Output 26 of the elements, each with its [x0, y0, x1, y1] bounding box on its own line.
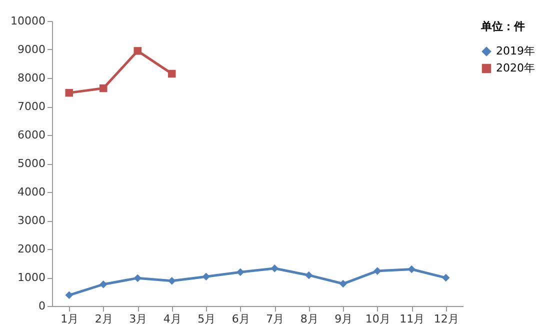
y-tick-label: 4000 — [18, 186, 46, 198]
y-tick-label: 6000 — [18, 128, 46, 142]
x-tick-label: 7月 — [266, 312, 284, 326]
x-tick-label: 5月 — [198, 312, 216, 326]
x-tick-label: 10月 — [365, 312, 390, 326]
legend-title: 单位：件 — [480, 20, 525, 33]
x-tick-label: 4月 — [163, 312, 182, 326]
x-tick-label: 9月 — [334, 312, 353, 326]
legend-label: 2019年 — [496, 44, 535, 58]
y-tick-label: 7000 — [18, 100, 46, 113]
x-tick-label: 11月 — [400, 312, 425, 326]
y-tick-label: 10000 — [10, 14, 46, 28]
x-tick-label: 6月 — [232, 312, 250, 326]
y-tick-label: 1000 — [18, 271, 46, 284]
x-tick-label: 3月 — [129, 312, 148, 326]
x-tick-label: 1月 — [60, 312, 79, 326]
y-tick-label: 5000 — [18, 157, 46, 170]
y-tick-label: 3000 — [18, 214, 46, 227]
y-tick-label: 0 — [38, 300, 46, 312]
legend-label: 2020年 — [496, 62, 535, 74]
x-tick-label: 8月 — [300, 312, 318, 326]
y-tick-label: 9000 — [18, 43, 46, 56]
y-tick-label: 8000 — [18, 72, 46, 84]
y-tick-label: 2000 — [18, 242, 46, 256]
x-tick-label: 12月 — [434, 312, 459, 326]
x-tick-label: 2月 — [94, 312, 113, 326]
